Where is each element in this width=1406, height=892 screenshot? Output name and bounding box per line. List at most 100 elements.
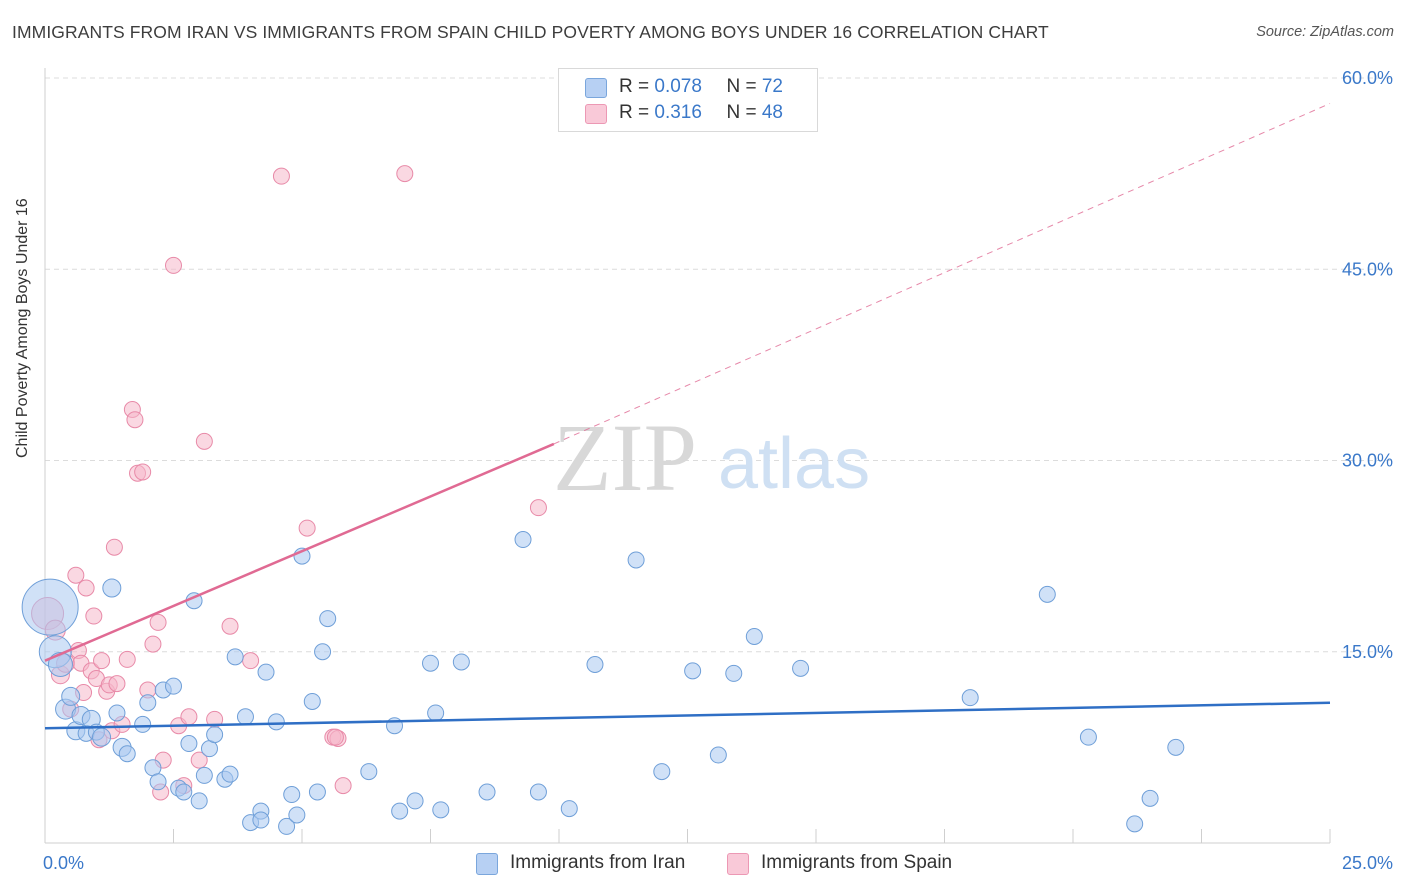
spain-trend-line [44,442,555,662]
iran-point [406,792,424,810]
x-tick-label-min: 0.0% [43,853,84,873]
iran-point [1141,789,1159,807]
iran-trend-line [44,701,1331,730]
iran-point [391,802,409,820]
iran-legend-label: Immigrants from Iran [510,852,686,873]
spain-point [77,579,95,597]
spain-point [326,728,344,746]
spain-point [195,432,213,450]
y-tick-label-60: 60.0% [1342,68,1393,88]
spain-point [144,635,162,653]
iran-point [190,792,208,810]
spain-point [126,411,144,429]
iran-point [257,663,275,681]
iran-point [1038,585,1056,603]
iran-point [236,708,254,726]
iran-n-label: N = [726,76,762,97]
iran-point [180,735,198,753]
iran-n-value: 72 [761,76,783,97]
iran-point [560,800,578,818]
spain-point [165,256,182,274]
y-tick-label-45: 45.0% [1342,259,1393,279]
iran-point [221,765,239,783]
x-tick-label-max: 25.0% [1342,853,1393,873]
iran-point [288,806,306,824]
spain-point [396,165,414,183]
iran-point [684,662,702,680]
spain-swatch [585,104,607,124]
iran-point [206,726,224,744]
spain-point [334,777,352,795]
spain-point [118,650,136,668]
iran-point [267,713,285,731]
y-tick-label-15: 15.0% [1342,642,1393,662]
iran-point [314,643,332,661]
iran-point [278,817,296,835]
spain-legend-label: Immigrants from Spain [761,852,953,873]
spain-legend-swatch [727,853,749,875]
iran-point [725,664,743,682]
iran-swatch [585,78,607,98]
trend-lines [44,103,1331,730]
iran-point [422,654,439,672]
spain-series [31,165,547,801]
watermark-atlas: atlas [718,424,870,504]
iran-point [586,656,604,673]
spain-point [190,751,208,769]
iran-point [61,686,81,706]
spain-r-label: R = [619,102,655,123]
iran-point [102,578,122,598]
iran-point [529,783,547,801]
iran-point [108,704,126,722]
iran-point [427,704,445,722]
spain-n-value: 48 [761,102,783,123]
iran-point [195,766,213,784]
tick-labels: 15.0% 30.0% 45.0% 60.0% 0.0% 25.0% [43,68,1393,873]
iran-series [21,531,1185,835]
iran-point [319,610,337,628]
spain-trend-extension [553,103,1331,445]
iran-point [1167,738,1185,756]
iran-point [308,783,326,801]
spain-point [298,519,316,537]
iran-point [118,745,136,763]
iran-point [226,648,244,666]
iran-point [134,715,152,733]
iran-point [432,801,450,819]
grid-lines [45,77,1392,843]
iran-point [627,551,645,569]
spain-point [529,499,547,517]
iran-point [1079,728,1097,746]
source-label: Source: ZipAtlas.com [1256,24,1394,40]
iran-point [452,653,470,671]
iran-point [653,763,671,781]
iran-point [21,578,79,636]
correlation-legend: R = 0.078 N = 72 R = 0.316 N = 48 [558,68,818,132]
watermark-zip: ZIP [553,404,697,511]
spain-n-label: N = [726,102,762,123]
iran-point [709,746,727,764]
spain-point [93,652,111,670]
spain-point [180,708,198,726]
axes [44,68,1330,844]
iran-point [283,786,301,804]
iran-r-label: R = [619,76,655,97]
iran-point [792,659,810,677]
iran-point [47,652,73,677]
spain-point [242,652,260,670]
iran-point [165,677,182,695]
iran-r-value: 0.078 [654,76,702,97]
iran-legend-swatch [476,853,498,875]
iran-point [478,783,496,801]
spain-point [221,617,239,635]
iran-point [745,627,763,645]
iran-point [1126,815,1144,833]
spain-point [149,613,167,631]
iran-point [303,692,321,710]
chart-title: IMMIGRANTS FROM IRAN VS IMMIGRANTS FROM … [12,22,1049,42]
spain-point [67,566,85,584]
iran-point [149,773,167,791]
series-legend: Immigrants from Iran Immigrants from Spa… [0,851,1406,879]
iran-point [360,763,378,781]
